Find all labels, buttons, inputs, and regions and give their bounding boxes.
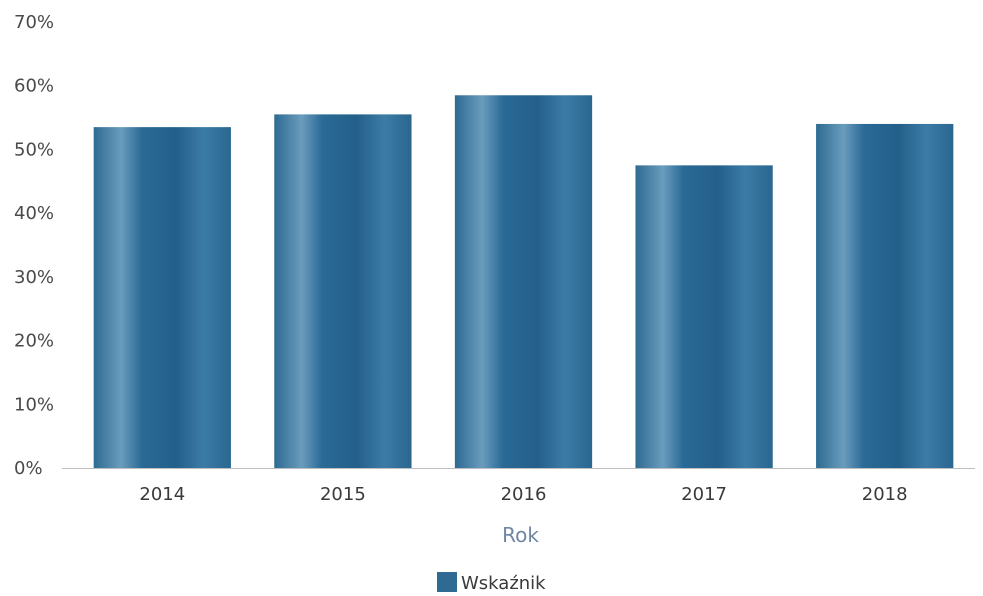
x-tick-label: 2018 bbox=[862, 484, 908, 505]
x-axis: 2014 2015 2016 2017 2018 bbox=[139, 484, 907, 505]
x-tick-label: 2015 bbox=[320, 484, 366, 505]
bars bbox=[93, 95, 954, 469]
y-tick-label: 20% bbox=[14, 331, 54, 352]
y-tick-label: 70% bbox=[14, 12, 54, 33]
x-tick-label: 2017 bbox=[681, 484, 727, 505]
y-tick-label: 10% bbox=[14, 394, 54, 415]
bar-2018[interactable] bbox=[816, 123, 954, 468]
y-tick-label: 0% bbox=[14, 458, 43, 479]
x-axis-title: Rok bbox=[502, 523, 539, 547]
legend-label: Wskaźnik bbox=[461, 573, 546, 594]
bar-2015[interactable] bbox=[274, 114, 412, 468]
x-tick-label: 2014 bbox=[139, 484, 185, 505]
bar-2017[interactable] bbox=[635, 165, 773, 468]
y-tick-label: 60% bbox=[14, 76, 54, 97]
y-tick-label: 30% bbox=[14, 267, 54, 288]
y-tick-label: 40% bbox=[14, 203, 54, 224]
y-tick-label: 50% bbox=[14, 139, 54, 160]
y-axis: 0% 10% 20% 30% 40% 50% 60% 70% bbox=[14, 12, 54, 479]
bar-2014[interactable] bbox=[93, 127, 231, 468]
legend-swatch bbox=[437, 572, 457, 592]
legend[interactable]: Wskaźnik bbox=[437, 572, 546, 594]
x-tick-label: 2016 bbox=[501, 484, 547, 505]
bar-2016[interactable] bbox=[454, 95, 593, 469]
